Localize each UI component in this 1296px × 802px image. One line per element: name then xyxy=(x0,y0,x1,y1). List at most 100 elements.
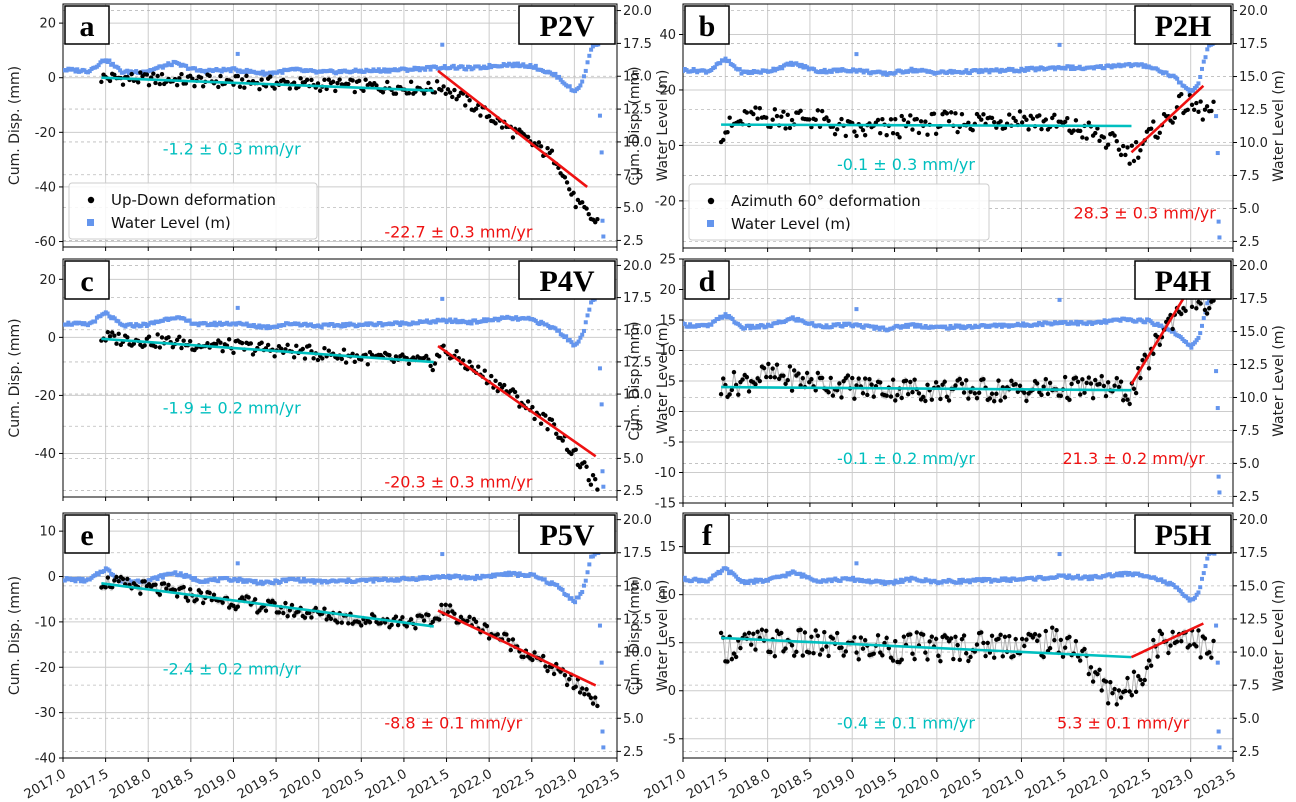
deformation-point xyxy=(268,74,273,79)
deformation-point xyxy=(506,637,511,643)
deformation-point xyxy=(725,129,730,135)
deformation-point xyxy=(1138,375,1143,381)
y-tick-label: -60 xyxy=(35,235,56,250)
deformation-point xyxy=(953,111,958,116)
deformation-point xyxy=(813,388,818,393)
deformation-point xyxy=(541,653,546,659)
water-level-marker xyxy=(376,67,381,72)
deformation-point xyxy=(1118,379,1124,384)
deformation-point xyxy=(850,375,855,381)
panel-letter: c xyxy=(64,260,110,300)
deformation-point xyxy=(302,615,308,620)
deformation-point xyxy=(573,447,578,452)
deformation-point xyxy=(1211,638,1216,644)
station-label-text: P5H xyxy=(1155,519,1212,552)
deformation-point xyxy=(794,649,799,655)
water-level-marker xyxy=(505,63,510,68)
y-tick-label: 20 xyxy=(659,283,676,298)
deformation-point xyxy=(1131,158,1137,164)
deformation-point xyxy=(452,611,457,616)
deformation-point xyxy=(226,337,232,342)
water-level-marker xyxy=(1178,80,1183,85)
deformation-point xyxy=(595,703,600,709)
deformation-point xyxy=(276,610,282,615)
deformation-point xyxy=(772,654,778,659)
water-level-marker xyxy=(1184,340,1189,345)
water-level-marker xyxy=(507,570,512,575)
water-level-marker xyxy=(987,577,992,582)
deformation-point xyxy=(1002,634,1008,640)
water-tick-label: 10.0 xyxy=(623,135,652,150)
deformation-point xyxy=(1022,643,1027,649)
deformation-point xyxy=(854,133,859,139)
deformation-point xyxy=(473,619,479,625)
legend-box xyxy=(688,183,990,241)
trend-line-post xyxy=(437,69,588,188)
y-tick-label: 10 xyxy=(659,588,676,603)
deformation-point xyxy=(946,398,952,403)
deformation-point xyxy=(419,614,425,619)
water-level-marker xyxy=(193,66,198,71)
deformation-point xyxy=(437,617,442,622)
x-tick-label: 2023.0 xyxy=(1150,767,1197,802)
water-tick-label: 2.5 xyxy=(623,234,644,249)
water-level-marker xyxy=(244,67,249,72)
water-level-marker xyxy=(967,71,972,76)
water-level-marker xyxy=(398,322,403,327)
deformation-point xyxy=(789,117,795,123)
deformation-point xyxy=(588,695,594,700)
water-level-marker xyxy=(1215,406,1220,411)
deformation-point xyxy=(213,341,219,347)
y-tick-label: 15 xyxy=(659,314,676,329)
water-level-marker xyxy=(160,575,165,580)
deformation-point xyxy=(562,175,568,180)
y-tick-label: -15 xyxy=(655,497,676,512)
deformation-point xyxy=(972,391,978,396)
deformation-point xyxy=(194,597,199,602)
water-tick-label: 7.5 xyxy=(623,168,644,183)
deformation-point xyxy=(804,370,810,376)
deformation-point xyxy=(985,640,990,646)
deformation-point xyxy=(365,362,370,367)
legend-water-marker xyxy=(87,219,94,226)
deformation-point xyxy=(772,375,778,380)
x-tick-label: 2020.5 xyxy=(938,767,985,802)
deformation-point xyxy=(1095,671,1100,677)
deformation-point xyxy=(298,76,303,81)
deformation-point xyxy=(170,344,176,350)
water-level-marker xyxy=(757,325,762,330)
deformation-point xyxy=(1204,104,1210,109)
water-tick-label: 17.5 xyxy=(623,546,652,561)
water-level-marker xyxy=(589,300,594,305)
water-level-marker xyxy=(1201,59,1206,64)
deformation-point xyxy=(339,620,344,625)
water-level-marker xyxy=(897,580,902,585)
deformation-point xyxy=(374,83,379,88)
water-level-marker xyxy=(478,576,483,581)
deformation-point xyxy=(458,614,464,620)
deformation-point xyxy=(807,117,812,122)
y-tick-label: 5 xyxy=(668,636,676,651)
deformation-point xyxy=(1116,688,1122,693)
deformation-point xyxy=(367,620,373,625)
water-level-marker xyxy=(473,577,478,582)
y-tick-label: 20 xyxy=(39,273,56,288)
deformation-point xyxy=(159,72,165,77)
deformation-point xyxy=(819,647,825,652)
legend-box xyxy=(68,182,318,240)
deformation-point xyxy=(404,624,409,629)
deformation-point xyxy=(174,594,180,599)
water-level-marker xyxy=(592,552,597,557)
deformation-point xyxy=(235,604,241,609)
legend-water-label: Water Level (m) xyxy=(731,215,851,233)
deformation-point xyxy=(1194,644,1199,649)
deformation-point xyxy=(582,460,587,465)
water-level-marker xyxy=(226,67,231,72)
water-level-marker xyxy=(797,571,802,576)
water-level-marker xyxy=(597,366,602,371)
deformation-point xyxy=(138,70,143,75)
water-level-marker xyxy=(499,64,504,69)
deformation-point xyxy=(120,82,126,87)
station-label: P2H xyxy=(1134,5,1232,45)
deformation-point xyxy=(718,630,724,636)
